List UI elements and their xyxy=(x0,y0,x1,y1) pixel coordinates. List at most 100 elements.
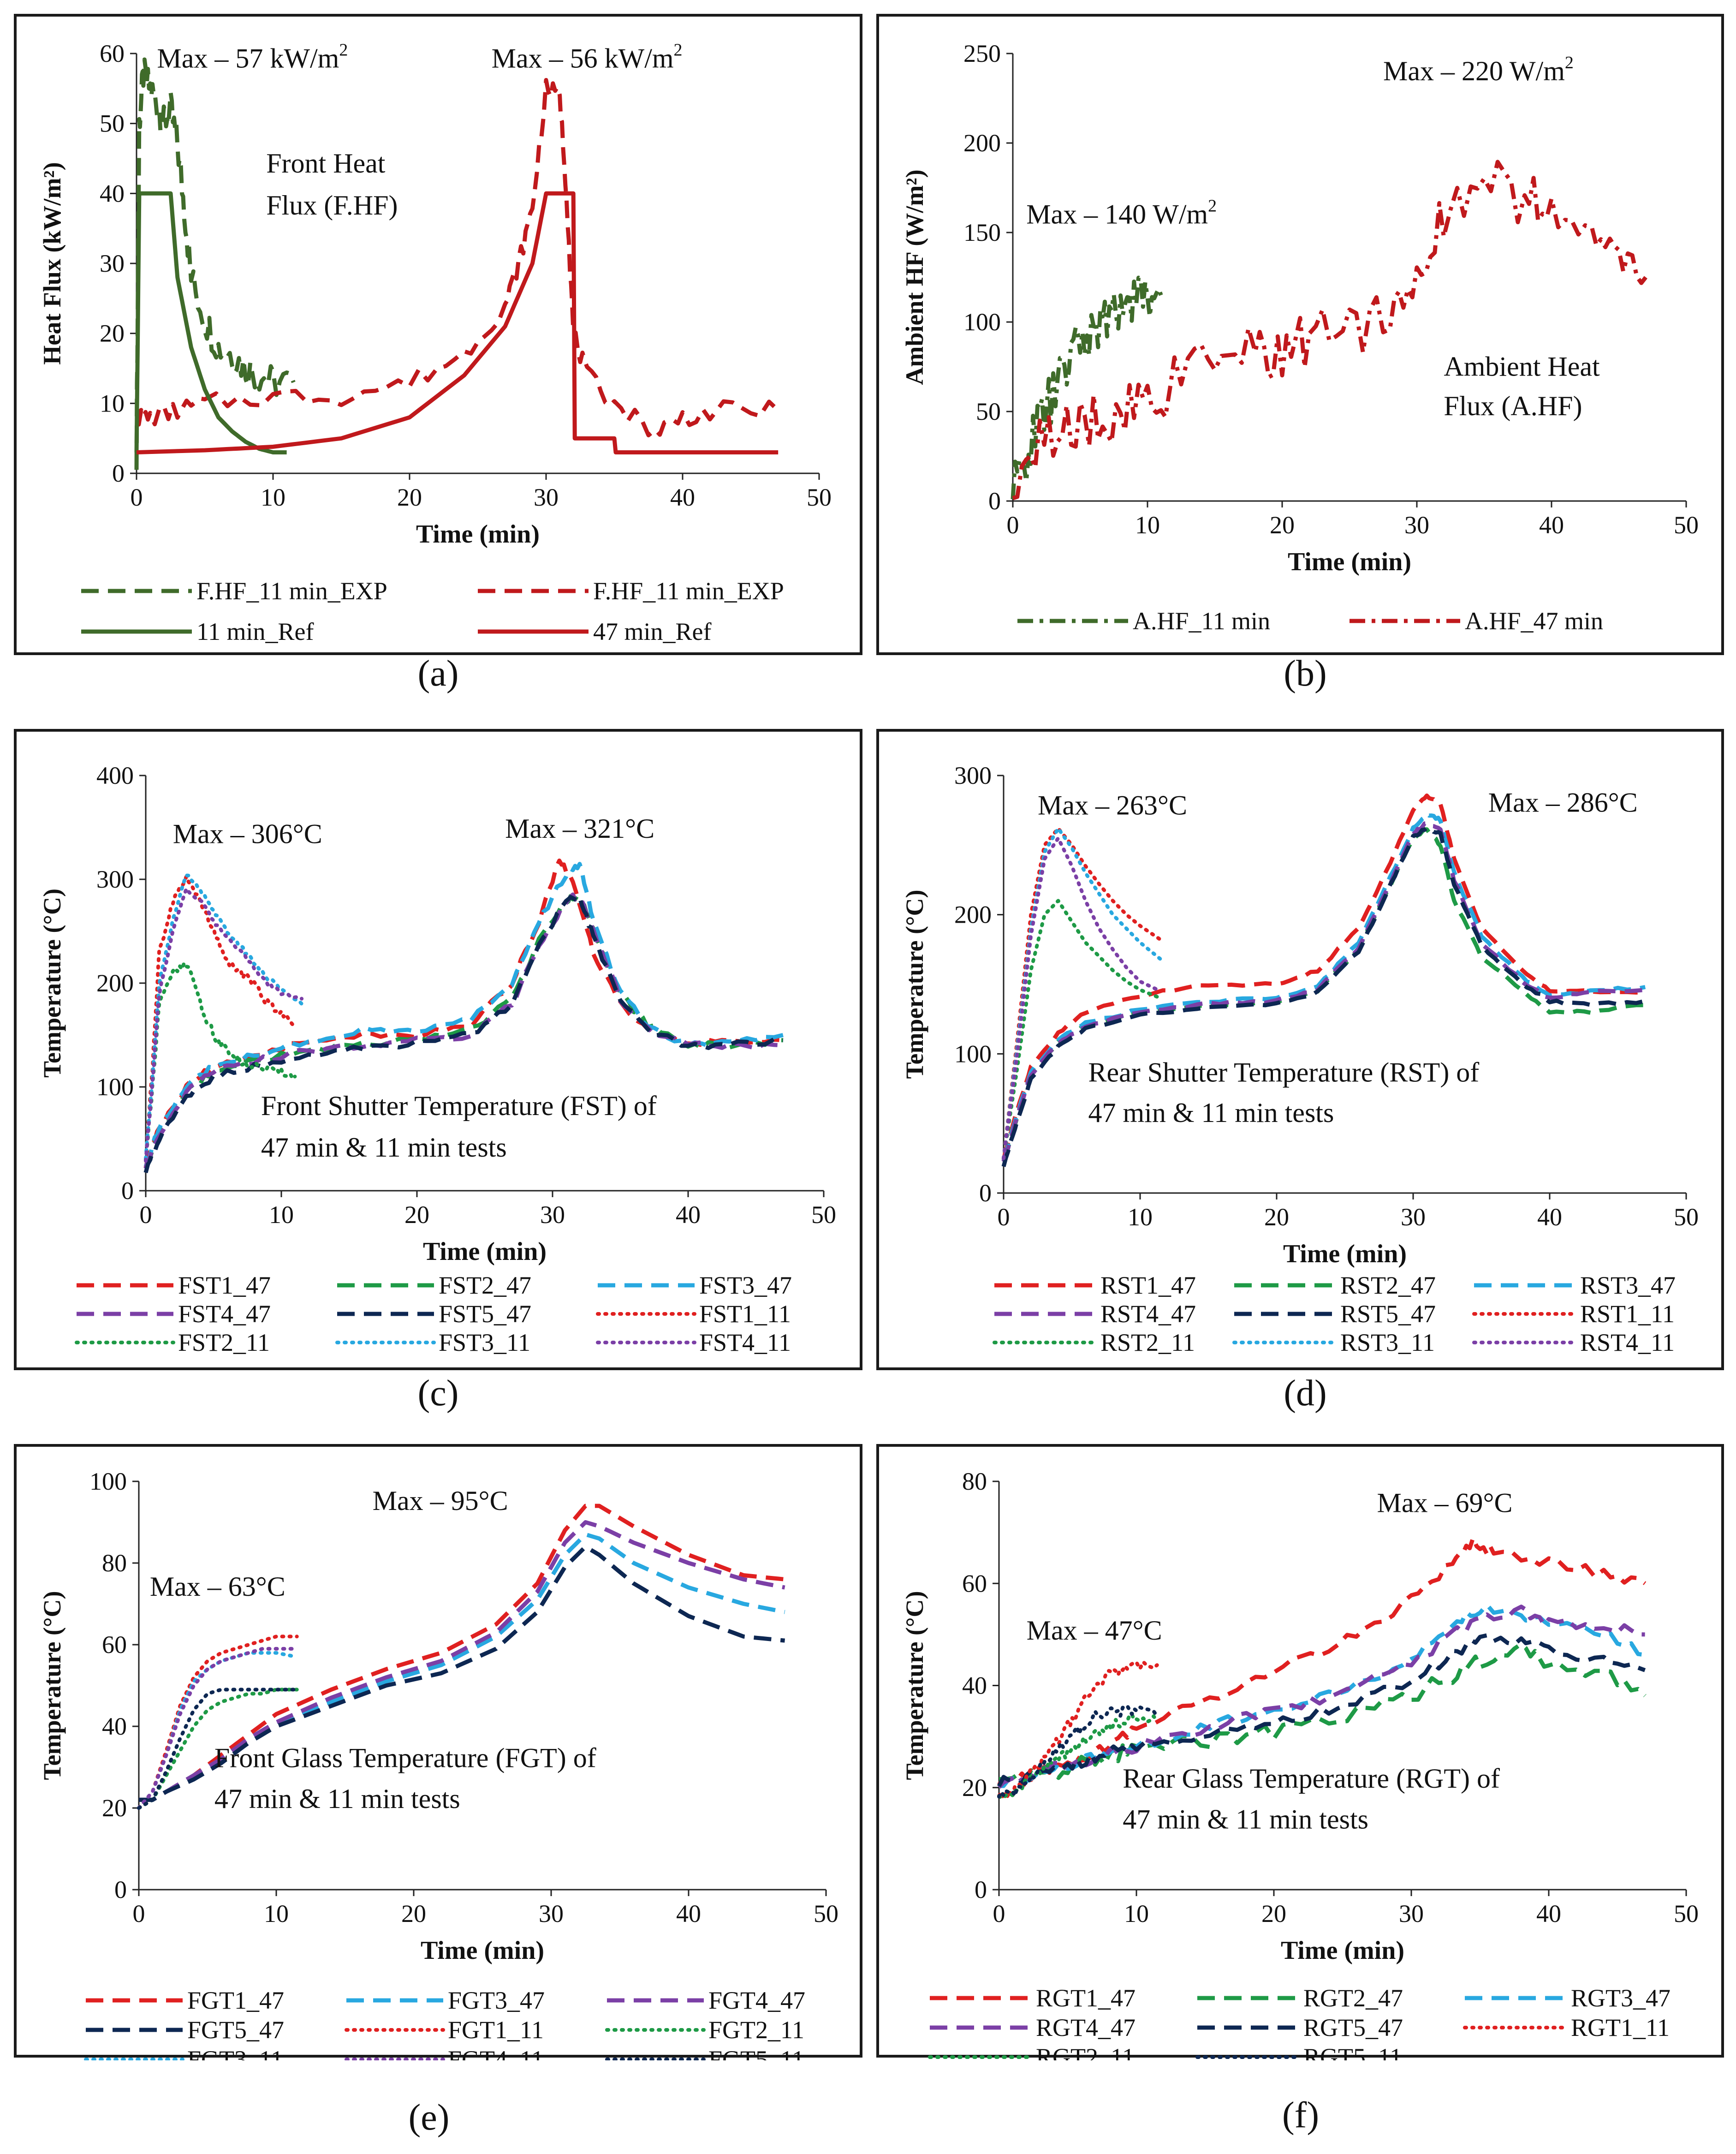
legend-label: RST2_47 xyxy=(1340,1271,1436,1299)
annotation-superscript: 2 xyxy=(1565,53,1574,72)
series-line-rst5-47 xyxy=(1001,825,1646,1167)
legend-label: RGT2_11 xyxy=(1036,2043,1135,2060)
x-tick-label: 50 xyxy=(811,1201,836,1229)
legend-label: FST1_11 xyxy=(699,1300,791,1328)
y-tick-label: 10 xyxy=(100,389,125,417)
series-line-11-min-ref xyxy=(134,191,287,454)
legend-label: RGT3_47 xyxy=(1571,1984,1671,2012)
panel-f: 0 10 20 30 40 50 0 20 40 60 80 Time (min) Temperatur… xyxy=(876,1444,1724,2060)
legend-label: RST3_47 xyxy=(1580,1271,1676,1299)
series-line-rst2-11 xyxy=(1002,899,1163,1160)
x-tick-label: 0 xyxy=(131,483,143,511)
y-tick-label: 0 xyxy=(979,1179,992,1207)
series-line-rgt1-47 xyxy=(997,1535,1647,1786)
legend-label: A.HF_11 min xyxy=(1133,607,1270,635)
x-tick-label: 0 xyxy=(140,1201,152,1229)
y-tick-label: 20 xyxy=(962,1774,987,1802)
x-tick-label: 50 xyxy=(1674,511,1699,539)
caption-f: (f) xyxy=(1282,2095,1319,2136)
legend-label: 11 min_Ref xyxy=(196,618,314,645)
legend-label: RST3_11 xyxy=(1340,1329,1435,1356)
y-tick-label: 0 xyxy=(114,1876,127,1903)
y-tick-label: 150 xyxy=(963,219,1001,246)
series-line-fgt1-11 xyxy=(137,1635,299,1810)
series-line-a-hf-11-min xyxy=(1011,275,1163,500)
legend-label: RGT4_47 xyxy=(1036,2014,1136,2041)
y-tick-label: 50 xyxy=(100,110,125,137)
x-tick-label: 30 xyxy=(539,1900,564,1927)
annotation: Rear Shutter Temperature (RST) of xyxy=(1088,1057,1480,1088)
legend-label: RST4_11 xyxy=(1580,1329,1675,1356)
annotation: Max – 263°C xyxy=(1038,790,1187,820)
series-line-rgt5-11 xyxy=(997,1704,1159,1799)
x-tick-label: 30 xyxy=(534,483,559,511)
annotation-superscript: 2 xyxy=(674,40,683,60)
y-tick-label: 0 xyxy=(988,487,1001,515)
y-axis-label: Ambient HF (W/m²) xyxy=(901,169,928,385)
x-axis-label: Time (min) xyxy=(1281,1936,1404,1965)
annotation: Front Heat xyxy=(266,148,386,179)
x-tick-label: 10 xyxy=(1124,1900,1149,1927)
y-tick-label: 60 xyxy=(100,40,125,67)
y-tick-label: 40 xyxy=(100,179,125,207)
series-line-fgt5-11 xyxy=(137,1688,299,1810)
y-tick-label: 0 xyxy=(112,459,125,487)
legend-label: FGT4_11 xyxy=(448,2046,544,2060)
x-tick-label: 40 xyxy=(1536,1900,1561,1927)
legend-label: RGT2_47 xyxy=(1303,1984,1403,2012)
legend-label: FST2_47 xyxy=(439,1271,531,1299)
legend-label: F.HF_11 min_EXP xyxy=(593,577,784,605)
series-line-fst4-11 xyxy=(144,887,304,1163)
series-line-47-min-ref xyxy=(136,191,779,454)
panel-c: 0 10 20 30 40 50 0 100 200 300 400 Time (min) Temper… xyxy=(14,729,862,1370)
legend-label: FST5_47 xyxy=(439,1300,531,1328)
legend-label: RGT1_11 xyxy=(1571,2014,1670,2041)
y-tick-label: 300 xyxy=(96,865,134,893)
series-line-rgt5-47 xyxy=(997,1633,1646,1787)
x-tick-label: 40 xyxy=(1539,511,1564,539)
annotation: 47 min & 11 min tests xyxy=(1088,1098,1334,1128)
legend-label: RGT5_47 xyxy=(1303,2014,1403,2041)
x-tick-label: 50 xyxy=(1674,1900,1699,1927)
annotation: Max – 47°C xyxy=(1027,1615,1162,1646)
annotation: 47 min & 11 min tests xyxy=(1123,1804,1368,1834)
annotation: Ambient Heat xyxy=(1444,351,1600,382)
x-tick-label: 0 xyxy=(993,1900,1005,1927)
y-tick-label: 20 xyxy=(100,320,125,347)
annotation: Max – 220 W/m2 xyxy=(1383,53,1574,86)
y-axis-label: Heat Flux (kW/m²) xyxy=(38,162,66,364)
series-line-fst5-47 xyxy=(143,895,784,1174)
annotation: Front Glass Temperature (FGT) of xyxy=(214,1743,596,1773)
panel-b: 0 10 20 30 40 50 0 50 100 150 200 250 Time (min) Ambi… xyxy=(876,14,1724,655)
x-axis-label: Time (min) xyxy=(421,1936,544,1965)
legend-label: A.HF_47 min xyxy=(1465,607,1603,635)
x-tick-label: 20 xyxy=(401,1900,426,1927)
x-tick-label: 10 xyxy=(269,1201,294,1229)
x-tick-label: 30 xyxy=(1399,1900,1424,1927)
legend-label: FGT1_11 xyxy=(448,2016,544,2044)
y-axis-label: Temperature (°C) xyxy=(38,1591,66,1780)
caption-d: (d) xyxy=(1284,1373,1327,1414)
y-tick-label: 80 xyxy=(102,1549,127,1577)
chart-c: 0 10 20 30 40 50 0 100 200 300 400 Time (min) Temper… xyxy=(38,762,836,1356)
y-tick-label: 20 xyxy=(102,1794,127,1822)
x-tick-label: 50 xyxy=(807,483,832,511)
series-line-rst1-47 xyxy=(1001,794,1646,1160)
y-tick-label: 200 xyxy=(963,129,1001,157)
y-axis-label: Temperature (°C) xyxy=(38,889,66,1078)
annotation: Max – 321°C xyxy=(505,813,654,844)
annotation: 47 min & 11 min tests xyxy=(261,1132,507,1163)
x-tick-label: 40 xyxy=(676,1900,701,1927)
chart-f: 0 10 20 30 40 50 0 20 40 60 80 Time (min) Temperatur… xyxy=(901,1468,1699,2060)
panel-a: 0 10 20 30 40 50 0 10 20 30 40 50 60 Time (min) Heat F… xyxy=(14,14,862,655)
x-tick-label: 10 xyxy=(1128,1203,1153,1231)
legend-label: FST3_47 xyxy=(699,1271,792,1299)
x-tick-label: 0 xyxy=(133,1900,145,1927)
y-tick-label: 0 xyxy=(121,1177,134,1205)
legend-label: RST1_47 xyxy=(1100,1271,1196,1299)
x-tick-label: 30 xyxy=(540,1201,565,1229)
y-tick-label: 100 xyxy=(954,1040,992,1068)
legend-label: FGT3_11 xyxy=(187,2046,283,2060)
legend-label: FGT3_47 xyxy=(448,1987,545,2014)
x-tick-label: 0 xyxy=(1007,511,1019,539)
